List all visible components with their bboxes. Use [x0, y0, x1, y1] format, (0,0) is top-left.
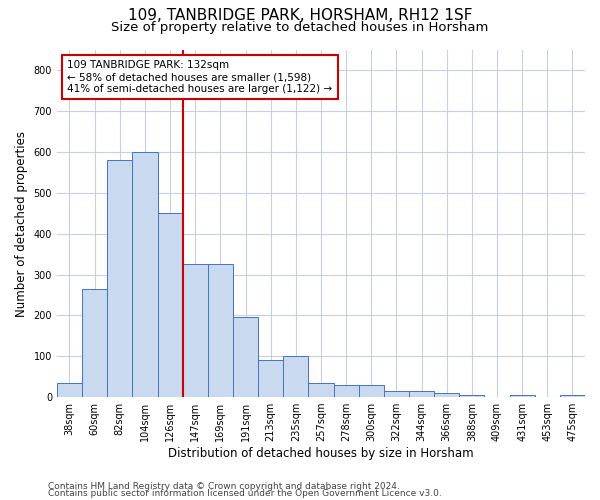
Bar [409, 391, 434, 397]
Bar [158, 214, 182, 397]
X-axis label: Distribution of detached houses by size in Horsham: Distribution of detached houses by size … [168, 447, 474, 460]
Bar [57, 383, 82, 397]
Bar [82, 289, 107, 397]
Bar [434, 393, 459, 397]
Bar [334, 385, 359, 397]
Text: Contains public sector information licensed under the Open Government Licence v3: Contains public sector information licen… [48, 490, 442, 498]
Bar [384, 391, 409, 397]
Bar [233, 318, 258, 397]
Text: 109, TANBRIDGE PARK, HORSHAM, RH12 1SF: 109, TANBRIDGE PARK, HORSHAM, RH12 1SF [128, 8, 472, 22]
Bar [459, 395, 484, 397]
Text: 109 TANBRIDGE PARK: 132sqm
← 58% of detached houses are smaller (1,598)
41% of s: 109 TANBRIDGE PARK: 132sqm ← 58% of deta… [67, 60, 332, 94]
Text: Size of property relative to detached houses in Horsham: Size of property relative to detached ho… [112, 21, 488, 34]
Bar [258, 360, 283, 397]
Bar [283, 356, 308, 397]
Bar [182, 264, 208, 397]
Bar [133, 152, 158, 397]
Bar [107, 160, 133, 397]
Bar [560, 395, 585, 397]
Bar [208, 264, 233, 397]
Bar [308, 383, 334, 397]
Bar [509, 395, 535, 397]
Y-axis label: Number of detached properties: Number of detached properties [15, 130, 28, 316]
Text: Contains HM Land Registry data © Crown copyright and database right 2024.: Contains HM Land Registry data © Crown c… [48, 482, 400, 491]
Bar [359, 385, 384, 397]
